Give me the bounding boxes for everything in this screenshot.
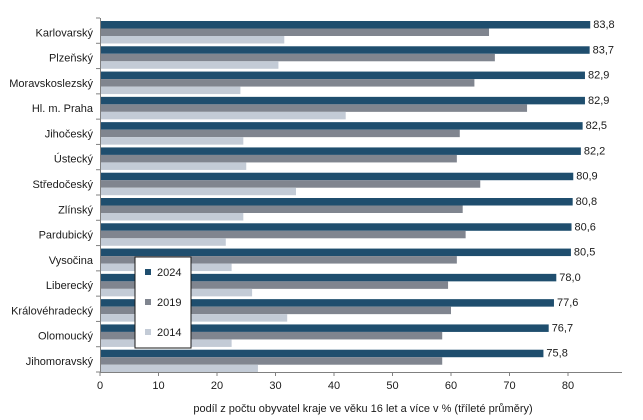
bar-2024-6	[100, 172, 574, 181]
x-tick-label-7: 70	[503, 380, 515, 392]
category-label-13: Jihomoravský	[26, 356, 94, 368]
bar-2019-7	[100, 205, 463, 213]
legend-label-2014: 2014	[157, 327, 181, 339]
bar-2019-3	[100, 104, 528, 112]
bar-2014-13	[100, 364, 258, 373]
category-labels: Karlovarský Plzeňský Moravskoslezský Hl. m.…	[9, 27, 94, 368]
bar-2024-10	[100, 273, 557, 282]
category-label-12: Olomoucký	[38, 331, 94, 343]
value-label-5: 82,2	[584, 145, 605, 157]
bar-2014-5	[100, 162, 247, 170]
x-tick-label-8: 80	[562, 380, 574, 392]
x-tick-label-4: 40	[328, 380, 340, 392]
axis-layer: 0 10 20 30 40 50 60 70 80	[96, 17, 622, 392]
x-tick-label-3: 30	[269, 380, 281, 392]
value-label-12: 76,7	[552, 322, 573, 334]
bar-2024-3	[100, 96, 585, 105]
category-label-11: Královéhradecký	[11, 305, 93, 317]
bar-2024-7	[100, 198, 573, 206]
value-label-9: 80,5	[574, 247, 595, 259]
x-tick-label-6: 60	[445, 380, 457, 392]
category-label-9: Vysočina	[49, 255, 94, 267]
value-label-3: 82,9	[588, 95, 609, 107]
x-tick-label-0: 0	[97, 380, 103, 392]
category-label-4: Jihočeský	[45, 128, 94, 140]
bar-2024-13	[100, 349, 544, 358]
bar-2014-8	[100, 238, 226, 246]
x-tick-label-5: 50	[386, 380, 398, 392]
bar-2014-7	[100, 213, 244, 221]
value-label-1: 83,7	[593, 44, 614, 56]
category-label-1: Plzeňský	[49, 53, 94, 65]
category-label-0: Karlovarský	[36, 27, 94, 39]
legend: 2024 2019 2014	[134, 256, 192, 349]
bar-2019-8	[100, 230, 466, 239]
bar-2024-4	[100, 122, 583, 130]
legend-swatch-2024	[145, 269, 151, 275]
bar-2024-0	[100, 21, 591, 29]
value-label-4: 82,5	[586, 120, 607, 132]
bars-layer	[100, 21, 591, 373]
bar-2024-1	[100, 46, 590, 54]
bar-2019-10	[100, 281, 449, 289]
bar-2019-2	[100, 79, 475, 87]
bar-2014-0	[100, 36, 285, 44]
bar-2019-11	[100, 306, 451, 315]
legend-swatch-2014	[145, 329, 151, 335]
value-label-6: 80,9	[576, 171, 597, 183]
value-labels: 83,8 83,7 82,9 82,9 82,5 82,2 80,9 80,8 80,6 80,5…	[546, 19, 614, 360]
bar-2014-2	[100, 86, 241, 95]
legend-swatch-2019	[145, 299, 151, 305]
bar-2019-1	[100, 53, 495, 62]
legend-label-2024: 2024	[157, 267, 181, 279]
bar-2019-13	[100, 357, 443, 365]
bar-2014-3	[100, 111, 346, 120]
x-axis-title: podíl z počtu obyvatel kraje ve věku 16 …	[193, 403, 532, 415]
bar-2024-11	[100, 299, 554, 307]
bar-2014-11	[100, 314, 288, 322]
bar-2014-4	[100, 137, 244, 145]
bar-2019-5	[100, 154, 457, 163]
category-label-3: Hl. m. Praha	[32, 103, 94, 115]
category-label-10: Liberecký	[46, 280, 94, 292]
value-label-10: 78,0	[559, 272, 580, 284]
category-label-7: Zlínský	[58, 204, 93, 216]
bar-2024-12	[100, 324, 549, 332]
bar-2019-0	[100, 28, 490, 36]
value-label-13: 75,8	[546, 348, 567, 360]
bar-2024-9	[100, 248, 571, 257]
x-tick-label-2: 20	[211, 380, 223, 392]
bar-2024-5	[100, 147, 581, 155]
bar-2024-8	[100, 223, 572, 231]
value-label-2: 82,9	[588, 70, 609, 82]
value-label-11: 77,6	[557, 297, 578, 309]
legend-label-2019: 2019	[157, 297, 181, 309]
value-label-0: 83,8	[593, 19, 614, 31]
bar-2014-1	[100, 61, 279, 69]
bar-2024-2	[100, 71, 585, 80]
value-label-8: 80,6	[575, 221, 596, 233]
bar-2019-4	[100, 129, 460, 138]
category-label-6: Středočeský	[32, 179, 93, 191]
x-tick-label-1: 10	[152, 380, 164, 392]
bar-2019-12	[100, 331, 443, 340]
legend-box	[134, 256, 192, 349]
bar-2014-6	[100, 187, 296, 196]
category-label-8: Pardubický	[39, 230, 94, 242]
category-label-5: Ústecký	[54, 153, 94, 166]
bar-2019-9	[100, 256, 457, 264]
category-label-2: Moravskoslezský	[9, 78, 93, 90]
value-label-7: 80,8	[576, 196, 597, 208]
bar-2019-6	[100, 180, 481, 188]
